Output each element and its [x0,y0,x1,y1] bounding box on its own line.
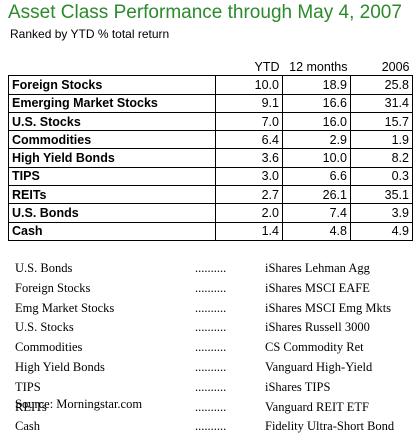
column-header: YTD [254,59,280,74]
fund-name: iShares TIPS [265,379,331,394]
value-cell: 3.0 [215,166,283,187]
value-cell: 7.0 [215,111,283,132]
asset-class: TIPS [15,379,41,394]
fund-name: CS Commodity Ret [265,340,364,355]
asset-class: Commodities [15,340,83,355]
table-row: TIPS 3.0 6.6 0.3 [8,166,413,187]
table-row: U.S. Stocks 7.0 16.0 15.7 [8,111,413,132]
value-cell: 16.6 [282,93,351,113]
fund-name: iShares MSCI Emg Mkts [265,300,392,315]
performance-table: YTD 12 months 2006 Foreign Stocks 10.0 18.9 25… [8,58,413,241]
fund-name: Fidelity Ultra-Short Bond [265,419,395,434]
value-cell: 4.8 [282,221,351,241]
value-cell: 15.7 [350,111,413,132]
row-label: Commodities [8,130,216,150]
value-cell: 16.0 [282,111,351,132]
asset-class: U.S. Bonds [15,261,73,275]
table-row: Commodities 6.4 2.9 1.9 [8,130,413,150]
value-cell: 7.4 [282,203,351,223]
dots: .......... [195,280,227,295]
asset-class: High Yield Bonds [15,360,105,374]
value-cell: 0.3 [350,166,413,187]
value-cell: 10.0 [215,75,283,95]
title: Asset Class Performance through May 4, 2… [8,2,402,23]
value-cell: 9.1 [215,93,283,113]
asset-class: REITs [15,399,47,414]
asset-class: Cash [15,419,40,434]
dots: .......... [195,379,227,394]
subtitle: Ranked by YTD % total return [10,27,170,41]
row-label: REITs [8,185,216,205]
value-cell: 31.4 [350,93,413,113]
fund-name: iShares Russell 3000 [265,320,370,335]
value-cell: 2.7 [215,185,283,205]
value-cell: 10.0 [282,148,351,168]
row-label: Foreign Stocks [8,75,216,95]
fund-name: iShares MSCI EAFE [265,280,370,295]
value-cell: 2.9 [282,130,351,150]
value-cell: 35.1 [350,185,413,205]
header-cell [9,58,216,76]
table-row: Cash 1.4 4.8 4.9 [8,221,413,241]
value-cell: 25.8 [350,75,413,95]
value-cell: 1.4 [215,221,283,241]
column-header: 2006 [381,59,410,74]
dots: .......... [195,320,227,335]
page: Asset Class Performance through May 4, 2… [8,2,413,433]
value-cell: 8.2 [350,148,413,168]
value-cell: 26.1 [282,185,351,205]
value-cell: 3.9 [350,203,413,223]
dots: .......... [195,360,227,374]
dots: .......... [195,261,227,275]
column-header: 12 months [289,59,348,74]
value-cell: 2.0 [215,203,283,223]
fund-name: Vanguard REIT ETF [265,399,369,414]
asset-class: U.S. Stocks [15,320,74,335]
asset-class: Emg Market Stocks [15,300,115,315]
value-cell: 18.9 [282,75,351,95]
value-cell: 3.6 [215,148,283,168]
fund-name: Vanguard High-Yield [265,360,373,374]
row-label: U.S. Bonds [8,203,216,223]
value-cell: 6.4 [215,130,283,150]
dots: .......... [195,419,227,434]
value-cell: 4.9 [350,221,413,241]
value-cell: 6.6 [282,166,351,187]
dots: .......... [195,399,227,414]
dots: .......... [195,340,227,355]
row-label: TIPS [8,166,216,187]
row-label: High Yield Bonds [8,148,216,168]
source: Source: Morningstar.com [15,397,143,411]
table-row: Foreign Stocks 10.0 18.9 25.8 [8,75,413,95]
row-label: Emerging Market Stocks [8,93,216,113]
fund-name: iShares Lehman Agg [265,261,370,275]
table-row: High Yield Bonds 3.6 10.0 8.2 [8,148,413,168]
dots: .......... [195,300,227,315]
row-label: U.S. Stocks [8,111,216,132]
table-row: REITs 2.7 26.1 35.1 [8,185,413,205]
asset-class: Foreign Stocks [15,280,91,295]
row-label: Cash [8,221,216,241]
table-row: Emerging Market Stocks 9.1 16.6 31.4 [8,93,413,113]
table-row: U.S. Bonds 2.0 7.4 3.9 [8,203,413,223]
value-cell: 1.9 [350,130,413,150]
header-row: YTD 12 months 2006 [9,58,413,76]
